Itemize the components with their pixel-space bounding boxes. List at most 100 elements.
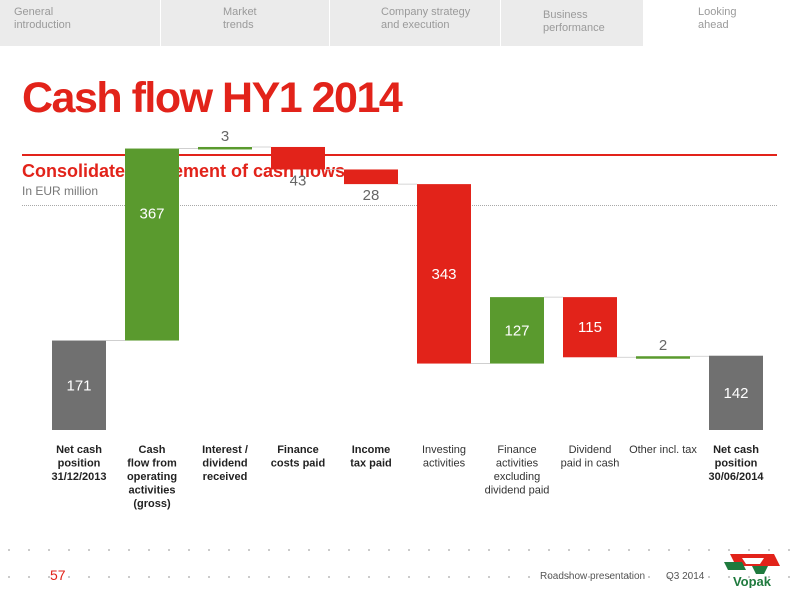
footer-dot [168, 549, 170, 551]
footer-dot [748, 576, 750, 578]
bar-8 [563, 297, 617, 358]
category-label: tax paid [350, 458, 392, 470]
presentation-period: Q3 2014 [666, 571, 705, 582]
chart-subtitle: Consolidated statement of cash flows [22, 161, 346, 181]
footer-dot [8, 576, 10, 578]
footer-dot [108, 576, 110, 578]
category-label: flow from [127, 458, 177, 470]
bar-6 [417, 184, 471, 364]
footer-dot [488, 549, 490, 551]
footer-dot [148, 549, 150, 551]
footer-dot [248, 549, 250, 551]
bar-7 [490, 297, 544, 364]
footer-dot [428, 576, 430, 578]
bar-4 [271, 146, 325, 170]
footer-dot [248, 576, 250, 578]
footer-dot [128, 576, 130, 578]
tab-business-performance[interactable]: Business performance [501, 0, 643, 46]
footer-dot [688, 549, 690, 551]
category-label: Net cash [713, 444, 759, 456]
footer-dot [308, 576, 310, 578]
footer-dot [728, 549, 730, 551]
tab-general-introduction[interactable]: General introduction [0, 0, 160, 46]
category-label: excluding [494, 471, 540, 483]
footer-dot [528, 549, 530, 551]
footer-dot [628, 576, 630, 578]
footer-dot [768, 576, 770, 578]
vopak-logo: Vopak [724, 554, 780, 588]
footer-dot [608, 576, 610, 578]
footer-dot [348, 549, 350, 551]
footer-dot [348, 576, 350, 578]
footer-dot [328, 576, 330, 578]
bar-9 [636, 356, 690, 359]
footer-dot [128, 549, 130, 551]
data-label: 2 [659, 337, 667, 354]
presentation-name: Roadshow presentation [540, 571, 646, 582]
footer-dot [368, 549, 370, 551]
category-label: Investing [422, 444, 466, 456]
category-label: Cash [139, 444, 166, 456]
footer-dot [388, 576, 390, 578]
footer-dot [408, 576, 410, 578]
footer-dot [208, 576, 210, 578]
data-label: 3 [221, 128, 229, 145]
footer-dot [568, 549, 570, 551]
footer-dot [628, 549, 630, 551]
footer-dot [268, 549, 270, 551]
footer-dot [488, 576, 490, 578]
footer-dot [668, 576, 670, 578]
bar-2 [125, 148, 179, 341]
tab-company-strategy[interactable]: Company strategy and execution [330, 0, 500, 46]
title-divider [22, 154, 777, 156]
footer-dot [368, 576, 370, 578]
data-label: 127 [504, 322, 529, 339]
footer-dot [568, 576, 570, 578]
category-label: Dividend [569, 444, 612, 456]
category-label: activities [496, 458, 539, 470]
footer-dot [88, 576, 90, 578]
footer-dot [108, 549, 110, 551]
footer-dot [528, 576, 530, 578]
footer-dot [788, 549, 790, 551]
footer-dot [28, 576, 30, 578]
footer-dot [308, 549, 310, 551]
footer-dot [748, 549, 750, 551]
footer-dot [48, 576, 50, 578]
bar-1 [52, 340, 106, 430]
footer-dot [468, 576, 470, 578]
dotted-divider [22, 205, 777, 206]
unit-label: In EUR million [22, 184, 99, 198]
footer-dot [148, 576, 150, 578]
footer-dot [388, 549, 390, 551]
footer-dot [48, 549, 50, 551]
category-label: activities [128, 485, 175, 497]
category-label: Interest / [202, 444, 248, 456]
tab-looking-ahead[interactable]: Looking ahead [644, 0, 800, 46]
data-label: 343 [431, 266, 456, 283]
footer-dot [28, 549, 30, 551]
footer-dot [68, 576, 70, 578]
footer-dot [408, 549, 410, 551]
footer-dot [708, 576, 710, 578]
data-label: 367 [139, 206, 164, 223]
footer-dot [208, 549, 210, 551]
category-label: paid in cash [561, 458, 620, 470]
tab-market-trends[interactable]: Market trends [161, 0, 329, 46]
footer-dot [68, 549, 70, 551]
footer-dot [288, 576, 290, 578]
category-label: Other incl. tax [629, 444, 697, 456]
data-label: 115 [578, 319, 602, 336]
footer-dot [328, 549, 330, 551]
data-label: 142 [723, 385, 748, 402]
category-label: dividend [202, 458, 247, 470]
footer-dot [8, 549, 10, 551]
footer-dot [508, 576, 510, 578]
footer-dot [88, 549, 90, 551]
footer-dot [508, 549, 510, 551]
footer-dots-bottom [0, 576, 800, 578]
data-label: 28 [363, 187, 380, 204]
footer-dot [648, 576, 650, 578]
footer-dot [788, 576, 790, 578]
